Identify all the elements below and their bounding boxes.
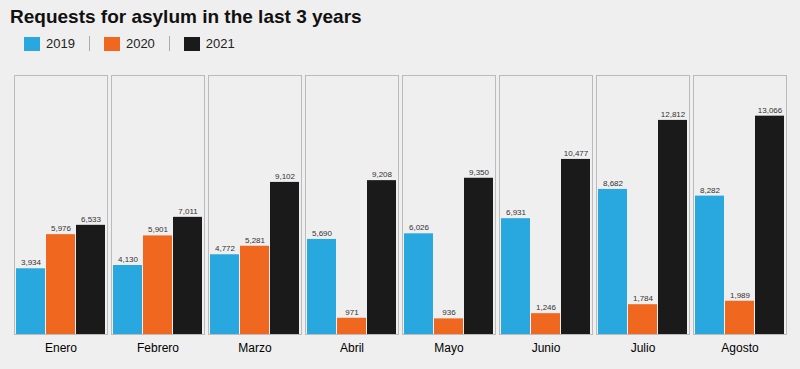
svg-text:9,350: 9,350 (469, 168, 490, 177)
svg-text:1,246: 1,246 (536, 303, 557, 312)
svg-text:6,931: 6,931 (506, 208, 527, 217)
html-text:2021: 2021 (205, 36, 235, 52)
svg-text:7,011: 7,011 (178, 207, 198, 216)
svg-text:Junio: Junio (532, 341, 561, 355)
svg-text:Agosto: Agosto (721, 341, 759, 355)
svg-text:Abril: Abril (340, 341, 364, 355)
svg-text:Marzo: Marzo (238, 341, 272, 355)
svg-text:6,533: 6,533 (81, 215, 102, 224)
svg-text:3,934: 3,934 (21, 258, 42, 267)
svg-text:Mayo: Mayo (434, 341, 464, 355)
svg-text:Enero: Enero (45, 341, 77, 355)
svg-text:9,208: 9,208 (372, 170, 393, 179)
svg-text:5,690: 5,690 (312, 229, 333, 238)
svg-text:10,477: 10,477 (564, 149, 589, 158)
html-text:Requests for asylum in the las: Requests for asylum in the last 3 years (10, 6, 362, 27)
svg-text:13,066: 13,066 (758, 106, 783, 115)
svg-text:12,812: 12,812 (661, 110, 686, 119)
svg-text:9,102: 9,102 (275, 172, 296, 181)
svg-text:1,784: 1,784 (633, 294, 654, 303)
svg-text:8,282: 8,282 (700, 185, 721, 194)
svg-text:6,026: 6,026 (409, 223, 430, 232)
svg-text:1,989: 1,989 (730, 291, 751, 300)
svg-text:971: 971 (345, 308, 359, 317)
svg-text:4,130: 4,130 (118, 255, 139, 264)
svg-text:5,901: 5,901 (148, 225, 169, 234)
svg-text:5,976: 5,976 (51, 224, 72, 233)
svg-text:936: 936 (442, 308, 456, 317)
svg-text:8,682: 8,682 (603, 179, 624, 188)
svg-text:Julio: Julio (631, 341, 656, 355)
svg-text:5,281: 5,281 (245, 236, 266, 245)
html-text:2019: 2019 (46, 36, 75, 52)
html-text:2020: 2020 (125, 36, 155, 52)
svg-text:4,772: 4,772 (215, 244, 236, 253)
svg-text:Febrero: Febrero (137, 341, 179, 355)
